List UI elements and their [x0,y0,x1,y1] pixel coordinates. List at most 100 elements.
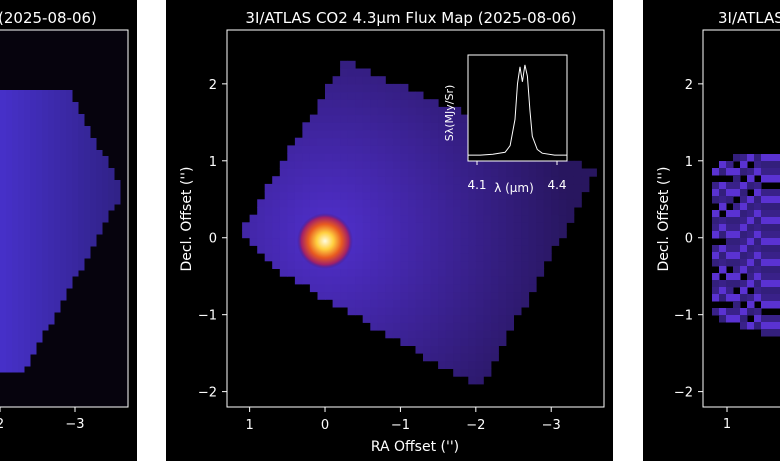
left-flux-pixel [60,114,67,121]
left-flux-pixel [84,228,91,235]
left-flux-pixel [108,192,115,199]
flux-pixel [400,122,409,131]
right-flux-pixel [733,308,741,316]
left-flux-pixel [60,108,67,115]
left-flux-pixel [72,162,79,169]
right-flux-pixel [733,217,741,225]
flux-pixel [483,307,492,316]
left-flux-pixel [66,270,73,277]
flux-pixel [347,168,356,177]
flux-pixel [317,276,326,285]
flux-pixel [355,191,364,200]
flux-pixel [521,168,530,177]
right-flux-pixel [775,252,780,260]
flux-pixel [415,314,424,323]
left-flux-pixel [102,174,109,181]
flux-pixel [551,183,560,193]
left-flux-pixel [36,252,43,259]
flux-pixel [438,230,447,239]
flux-pixel [392,130,401,139]
flux-pixel [272,222,281,231]
flux-pixel [362,160,371,169]
left-flux-pixel [66,180,73,187]
flux-pixel [581,183,590,193]
left-flux-pixel [12,114,19,121]
flux-pixel [423,99,431,108]
flux-pixel [392,176,401,185]
flux-pixel [423,145,431,154]
flux-pixel [543,222,552,231]
right-flux-pixel [712,245,720,253]
flux-pixel [498,253,507,262]
flux-pixel [362,137,371,146]
flux-pixel [445,337,454,346]
flux-pixel [370,237,379,246]
left-flux-pixel [48,276,55,283]
left-flux-pixel [36,144,43,151]
flux-pixel [558,230,567,239]
left-flux-pixel [12,102,19,109]
left-flux-pixel [54,270,61,277]
left-flux-pixel [72,132,79,139]
left-flux-pixel [42,246,49,253]
left-flux-pixel [24,180,31,187]
left-flux-pixel [96,180,103,187]
left-flux-pixel [42,126,49,133]
left-flux-pixel [102,180,109,187]
left-flux-pixel [42,318,49,325]
right-flux-pixel [726,189,734,197]
left-flux-pixel [84,180,91,187]
flux-pixel [264,207,273,216]
right-flux-pixel [754,315,762,323]
left-flux-pixel [24,138,31,145]
flux-pixel [415,237,424,246]
flux-pixel [528,168,537,177]
left-flux-pixel [0,204,7,211]
left-flux-pixel [6,306,13,313]
left-flux-pixel [60,246,67,253]
flux-pixel [551,168,560,177]
flux-pixel [453,368,462,377]
flux-pixel [460,160,469,169]
flux-pixel [287,268,296,277]
left-flux-pixel [54,258,61,265]
flux-pixel [370,253,379,262]
flux-pixel [355,268,364,277]
flux-pixel [355,230,364,239]
right-flux-pixel [754,217,762,225]
flux-pixel [279,237,288,246]
flux-pixel [483,345,492,354]
left-flux-pixel [54,186,61,193]
left-flux-pixel [54,180,61,187]
right-flux-pixel [733,273,741,281]
left-flux-pixel [42,264,49,271]
flux-pixel [415,145,424,154]
right-flux-pixel [726,287,734,295]
left-flux-pixel [18,126,25,133]
flux-pixel [408,314,416,323]
flux-pixel [460,291,469,300]
left-flux-pixel [24,210,31,217]
left-flux-pixel [30,222,37,229]
right-flux-pixel [747,259,755,267]
flux-pixel [468,260,477,269]
right-flux-pixel [733,182,741,190]
right-flux-pixel [712,196,720,204]
flux-pixel [423,345,431,354]
left-flux-pixel [78,132,85,139]
right-flux-pixel [768,273,776,281]
left-flux-pixel [54,114,61,121]
flux-pixel [460,260,469,269]
flux-pixel [400,276,409,285]
flux-pixel [483,207,492,216]
flux-pixel [536,253,545,262]
flux-pixel [528,283,537,293]
left-flux-pixel [54,210,61,217]
flux-pixel [423,314,431,323]
left-flux-pixel [36,312,43,319]
flux-pixel [309,153,318,162]
flux-pixel [257,222,266,231]
flux-pixel [317,153,326,162]
flux-pixel [408,191,416,200]
flux-pixel [294,160,303,169]
